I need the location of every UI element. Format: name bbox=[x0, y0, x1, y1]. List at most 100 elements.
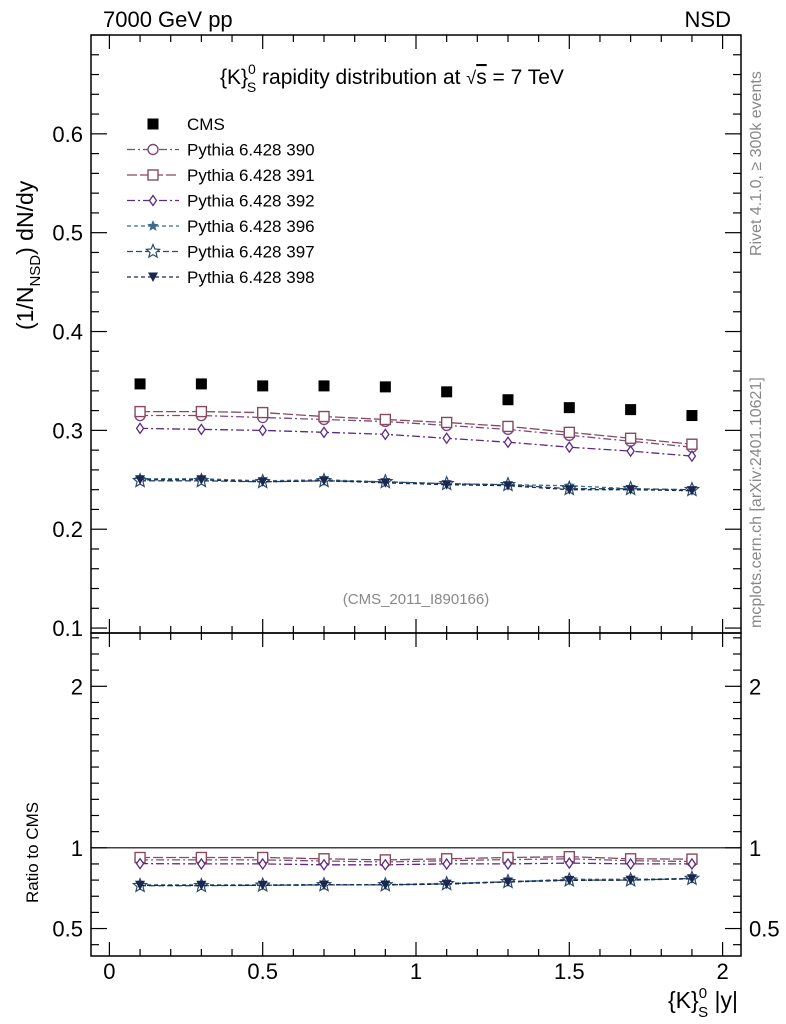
x-tick-label: 1 bbox=[410, 959, 422, 984]
x-axis-label-main: {K} bbox=[668, 987, 699, 1013]
series-0-main-point bbox=[195, 378, 207, 390]
series-1-ratio-line bbox=[140, 858, 692, 863]
series-6-main-point bbox=[502, 481, 513, 491]
ratio-y-tick-label: 1 bbox=[71, 836, 83, 861]
main-series bbox=[131, 378, 701, 497]
series-0-main-point bbox=[686, 410, 698, 422]
beam-energy-label: 7000 GeV pp bbox=[103, 7, 233, 32]
plot-title-sup: 0 bbox=[248, 61, 256, 77]
series-3-ratio-point bbox=[381, 858, 390, 871]
series-6-ratio-point bbox=[135, 880, 146, 891]
series-3-main-point bbox=[381, 428, 390, 441]
series-6-ratio-point bbox=[625, 875, 636, 886]
y-axis-label-post: ) dN/dy bbox=[12, 180, 38, 255]
y-tick-label: 0.2 bbox=[52, 517, 83, 542]
series-3-main-point bbox=[135, 422, 145, 435]
y-tick-label: 0.1 bbox=[52, 616, 83, 641]
plot-title-s: s bbox=[476, 66, 487, 89]
series-2-main-point bbox=[440, 416, 453, 429]
legend-entry-label: Pythia 6.428 391 bbox=[187, 166, 315, 185]
series-6-main-point bbox=[257, 477, 268, 487]
legend-marker bbox=[148, 272, 158, 282]
series-3-main-line bbox=[140, 427, 692, 457]
series-6-main-line bbox=[140, 479, 692, 492]
series-0-main-point bbox=[625, 404, 637, 416]
series-6-ratio-point bbox=[686, 874, 697, 884]
x-tick-label: 1.5 bbox=[554, 959, 585, 984]
series-3-ratio-line bbox=[140, 862, 692, 866]
ratio-y-axis-label: Ratio to CMS bbox=[23, 802, 42, 903]
series-6-ratio-point bbox=[441, 879, 452, 890]
series-6-ratio-point bbox=[196, 880, 207, 891]
series-0-main-point bbox=[134, 378, 146, 390]
series-6-main-point bbox=[135, 475, 146, 485]
x-axis-label-end: |y| bbox=[708, 987, 738, 1013]
y-tick-label: 0.4 bbox=[52, 320, 83, 345]
series-0-main-point bbox=[502, 394, 514, 406]
legend-entry-label: Pythia 6.428 397 bbox=[187, 243, 315, 262]
legend-entry-label: Pythia 6.428 396 bbox=[187, 217, 315, 236]
series-3-main-point bbox=[319, 426, 329, 439]
series-6-ratio-point bbox=[502, 877, 513, 888]
series-6-main-point bbox=[380, 478, 391, 488]
plot-title-root: √ bbox=[466, 68, 476, 88]
series-3-ratio-point bbox=[135, 857, 145, 870]
y-axis-label-pre: (1/N bbox=[12, 287, 38, 330]
legend-marker bbox=[147, 220, 159, 231]
series-3-main-point bbox=[503, 436, 513, 449]
series-3-ratio-point bbox=[565, 857, 574, 870]
series-3-main-point bbox=[258, 424, 267, 437]
x-tick-label: 0.5 bbox=[247, 959, 278, 984]
series-3-ratio-point bbox=[319, 858, 329, 871]
legend-entry-label: Pythia 6.428 390 bbox=[187, 141, 315, 160]
series-2-main-point bbox=[318, 410, 330, 423]
rivet-version-label: Rivet 4.1.0, ≥ 300k events bbox=[748, 71, 765, 256]
axis-ticks: 0 0.5 1 1.5 2 0.1 0.2 0.3 0.4 0.5 0.6 0.5 0.5 1 1 2 2 bbox=[52, 34, 780, 984]
series-6-main-point bbox=[686, 486, 697, 496]
series-2-main-point bbox=[379, 413, 392, 426]
series-0-main-point bbox=[441, 386, 453, 398]
series-2-main-line bbox=[140, 410, 692, 445]
series-2-main-point bbox=[686, 438, 698, 450]
series-0-main-point bbox=[257, 380, 269, 392]
series-3-ratio-point bbox=[258, 857, 267, 871]
y-axis-label: (1/NNSD) dN/dy bbox=[12, 180, 44, 330]
series-3-main-point bbox=[626, 444, 635, 458]
legend-entry-label: CMS bbox=[187, 115, 225, 134]
series-3-ratio-point bbox=[442, 857, 451, 871]
legend-marker bbox=[147, 118, 159, 130]
y-tick-label: 0.3 bbox=[52, 418, 83, 443]
legend-marker bbox=[147, 143, 159, 156]
ratio-y-tick-label: 0.5 bbox=[52, 917, 83, 942]
legend-marker bbox=[148, 194, 158, 207]
series-3-main-point bbox=[687, 449, 697, 463]
series-2-main-point bbox=[624, 432, 637, 444]
series-2-main-point bbox=[195, 405, 208, 418]
mcplots-source-label: mcplots.cern.ch [arXiv:2401.10621] bbox=[748, 377, 765, 628]
series-2-main-point bbox=[502, 420, 514, 433]
series-3-ratio-point bbox=[626, 857, 635, 871]
series-6-ratio-line bbox=[140, 878, 692, 886]
series-6-main-point bbox=[441, 480, 452, 490]
event-type-label: NSD bbox=[685, 7, 731, 32]
series-6-ratio-point bbox=[319, 880, 330, 890]
ratio-y-tick-label-right: 2 bbox=[749, 674, 761, 699]
plot-title-sub: S bbox=[247, 79, 256, 95]
plot-title-end: = 7 TeV bbox=[487, 66, 564, 89]
series-6-main-point bbox=[196, 475, 207, 485]
series-1-main-line bbox=[140, 414, 692, 448]
series-6-ratio-point bbox=[380, 880, 391, 890]
series-2-main-point bbox=[256, 406, 269, 419]
series-3-ratio-point bbox=[503, 857, 513, 871]
x-axis-label-sub: S bbox=[698, 1004, 708, 1021]
series-2-main-point bbox=[563, 426, 576, 439]
series-2-ratio-line bbox=[140, 856, 692, 861]
series-3-main-point bbox=[197, 423, 206, 436]
series-0-main-point bbox=[318, 380, 330, 392]
x-axis-label-sup: 0 bbox=[699, 985, 707, 1002]
plot-title-main: {K} bbox=[220, 66, 248, 89]
y-tick-label: 0.5 bbox=[52, 221, 83, 246]
plot-title: {K}0 S rapidity distribution at √s = 7 Te… bbox=[220, 61, 564, 95]
series-6-ratio-point bbox=[564, 875, 575, 886]
